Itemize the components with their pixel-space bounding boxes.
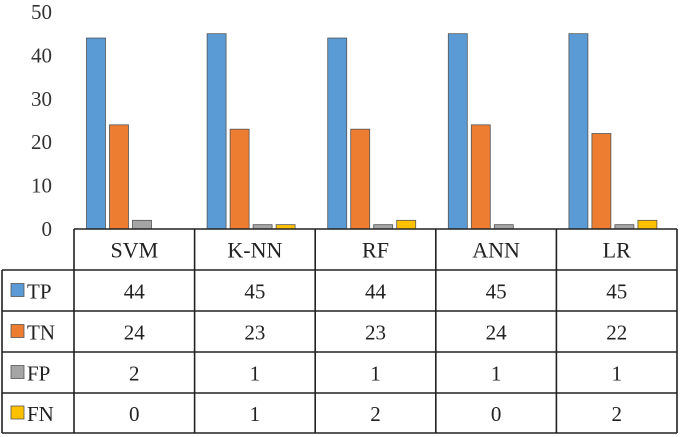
bar-tp-k-nn	[206, 33, 227, 230]
y-tick-label: 40	[31, 43, 52, 67]
data-label-tn-ann: 24	[486, 321, 508, 345]
bar-fp-svm	[132, 219, 152, 230]
category-label-k-nn: K-NN	[227, 238, 282, 263]
data-label-fp-ann: 1	[491, 362, 502, 386]
bar-tn-ann	[470, 124, 491, 230]
data-label-fp-svm: 2	[129, 362, 140, 386]
legend-label-fp: FP	[27, 362, 50, 386]
data-label-fn-rf: 2	[370, 402, 381, 426]
legend-label-tp: TP	[27, 280, 52, 304]
data-label-tp-svm: 44	[124, 280, 146, 304]
data-label-tn-lr: 22	[606, 321, 627, 345]
data-label-tp-lr: 45	[606, 280, 627, 304]
legend-swatch-fp	[10, 365, 25, 379]
data-label-fp-lr: 1	[611, 362, 622, 386]
bar-fn-lr	[637, 219, 658, 230]
bar-fn-rf	[396, 219, 417, 230]
y-tick-label: 50	[31, 0, 52, 24]
legend-swatch-tn	[10, 324, 25, 338]
y-tick-label: 10	[31, 174, 52, 198]
bar-tn-lr	[591, 133, 612, 230]
legend-label-tn: TN	[27, 321, 55, 345]
legend-label-fn: FN	[27, 402, 54, 426]
data-label-tn-k-nn: 23	[244, 321, 265, 345]
legend-swatch-fn	[10, 405, 25, 420]
data-label-fn-lr: 2	[611, 402, 622, 426]
data-label-tn-svm: 24	[124, 321, 146, 345]
y-tick-label: 0	[42, 217, 53, 241]
bar-tp-ann	[447, 33, 468, 230]
category-label-svm: SVM	[110, 238, 158, 263]
bar-tp-rf	[327, 37, 348, 230]
data-label-tn-rf: 23	[365, 321, 386, 345]
bar-tn-svm	[109, 124, 129, 230]
data-label-fp-k-nn: 1	[250, 362, 261, 386]
data-label-fn-k-nn: 1	[250, 402, 261, 426]
data-label-tp-ann: 45	[486, 280, 507, 304]
data-label-tp-rf: 44	[365, 280, 387, 304]
category-label-rf: RF	[362, 238, 389, 263]
data-label-fn-svm: 0	[129, 402, 140, 426]
legend-swatch-tp	[10, 283, 25, 297]
category-label-lr: LR	[603, 238, 631, 263]
data-label-fp-rf: 1	[370, 362, 381, 386]
bar-tp-svm	[86, 37, 106, 230]
category-label-ann: ANN	[472, 238, 520, 263]
y-tick-label: 30	[31, 87, 52, 111]
data-label-tp-k-nn: 45	[244, 280, 265, 304]
y-tick-label: 20	[31, 130, 52, 154]
bar-tn-rf	[350, 128, 371, 230]
data-label-fn-ann: 0	[491, 402, 502, 426]
bar-tn-k-nn	[229, 128, 250, 230]
bar-tp-lr	[568, 33, 589, 230]
